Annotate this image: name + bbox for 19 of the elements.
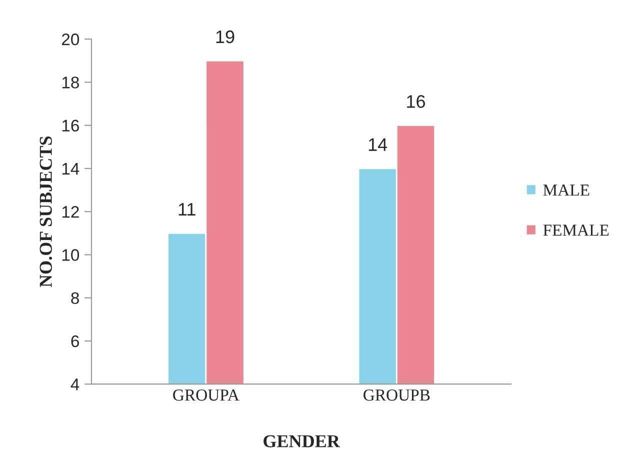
x-axis-title: GENDER (264, 435, 340, 448)
y-tick-label: 10 (62, 249, 80, 261)
y-tick-label: 8 (71, 292, 79, 304)
x-tick-label: GROUPA (173, 389, 240, 401)
y-tick-label: 16 (62, 120, 79, 132)
y-tick-label: 18 (62, 76, 79, 88)
x-tick-label: GROUPB (364, 389, 430, 401)
data-label: 11 (178, 203, 196, 216)
y-tick-label: 20 (62, 34, 80, 46)
y-tick-label: 14 (62, 163, 80, 175)
legend-label: FEMALE (543, 224, 609, 236)
legend-label: MALE (543, 184, 590, 196)
y-tick-label: 6 (71, 335, 79, 348)
data-label: 19 (216, 30, 234, 44)
data-label: 16 (407, 95, 425, 108)
y-tick-label: 12 (62, 206, 79, 218)
y-tick-label: 4 (70, 378, 80, 390)
data-label: 14 (368, 138, 388, 151)
y-axis-title: NO.OF SUBJECTS (40, 136, 52, 288)
